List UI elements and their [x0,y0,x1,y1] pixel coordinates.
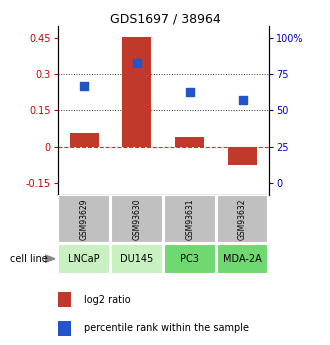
Bar [58,292,71,307]
Point [187,89,192,94]
Bar [58,321,71,336]
Bar [58,195,110,243]
Bar [70,133,99,147]
Bar [58,244,110,274]
Text: percentile rank within the sample: percentile rank within the sample [84,323,249,333]
Point [240,98,245,103]
Bar [122,37,151,147]
Point [134,60,140,65]
Text: PC3: PC3 [180,254,199,264]
Polygon shape [45,255,55,263]
Text: GSM93632: GSM93632 [238,198,247,240]
Bar [217,244,268,274]
Text: LNCaP: LNCaP [68,254,100,264]
Text: GSM93630: GSM93630 [132,198,142,240]
Text: GDS1697 / 38964: GDS1697 / 38964 [110,12,220,25]
Text: log2 ratio: log2 ratio [84,295,131,305]
Point [82,83,87,89]
Bar [217,195,268,243]
Bar [175,137,204,147]
Text: GSM93631: GSM93631 [185,198,194,240]
Bar [164,195,215,243]
Bar [111,195,163,243]
Bar [164,244,215,274]
Bar [111,244,163,274]
Bar [228,147,257,165]
Text: cell line: cell line [10,254,48,264]
Text: GSM93629: GSM93629 [80,198,89,240]
Text: DU145: DU145 [120,254,153,264]
Text: MDA-2A: MDA-2A [223,254,262,264]
